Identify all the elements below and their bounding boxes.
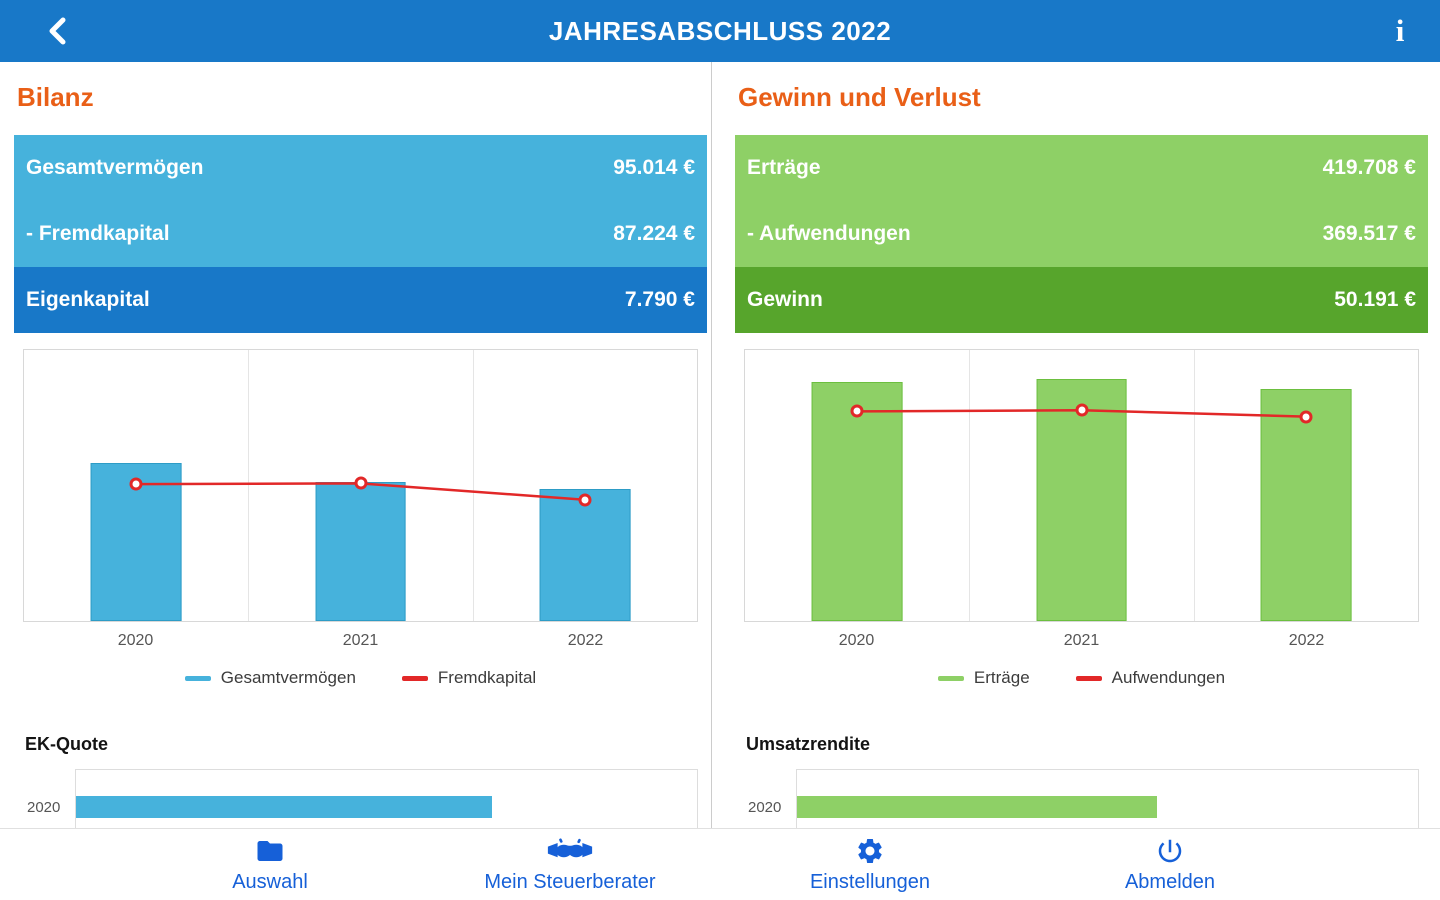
- table-row-fremdkapital: - Fremdkapital 87.224 €: [14, 201, 707, 267]
- line-marker: [1075, 403, 1088, 417]
- mini-chart-bar: [76, 796, 493, 818]
- row-value: 369.517 €: [1322, 222, 1416, 245]
- umsatzrendite-heading: Umsatzrendite: [746, 734, 871, 754]
- legend-item: Erträge: [937, 668, 1030, 688]
- x-axis-label: 2021: [1063, 632, 1100, 649]
- nav-item-mein-steuerberater[interactable]: Mein Steuerberater: [420, 829, 720, 900]
- legend-swatch: [184, 675, 211, 681]
- top-bar: JAHRESABSCHLUSS 2022 i: [0, 0, 1440, 62]
- gridline: [969, 350, 971, 621]
- line-marker: [1299, 410, 1313, 424]
- bilanz-heading: Bilanz: [17, 82, 94, 112]
- bilanz-panel: Bilanz Gesamtvermögen 95.014 € - Fremdka…: [0, 62, 712, 828]
- back-button[interactable]: [26, 0, 90, 62]
- power-icon: [1158, 839, 1182, 862]
- table-row-aufwendungen: - Aufwendungen 369.517 €: [735, 201, 1428, 267]
- chart-plot-area: [23, 349, 698, 622]
- row-label: Eigenkapital: [26, 288, 150, 311]
- row-label: - Fremdkapital: [26, 222, 170, 245]
- nav-item-abmelden[interactable]: Abmelden: [1020, 829, 1320, 900]
- legend-label: Fremdkapital: [437, 668, 537, 687]
- mini-chart-bar: [797, 796, 1158, 818]
- handshake-icon: [547, 837, 593, 857]
- bilanz-chart: 2020 2021 2022 Gesamtvermögen Fremdkapital: [23, 349, 698, 688]
- line-marker: [578, 493, 592, 507]
- nav-label: Mein Steuerberater: [484, 870, 656, 893]
- page-title: JAHRESABSCHLUSS 2022: [548, 15, 892, 46]
- line-series: [745, 350, 1418, 621]
- legend-item: Gesamtvermögen: [184, 668, 356, 688]
- mini-chart-plot: [75, 769, 698, 828]
- mini-chart-row: 2020: [23, 769, 698, 828]
- bilanz-table: Gesamtvermögen 95.014 € - Fremdkapital 8…: [14, 135, 707, 333]
- row-label: - Aufwendungen: [747, 222, 911, 245]
- line-marker: [129, 477, 143, 491]
- row-value: 95.014 €: [613, 156, 695, 179]
- x-axis-labels: 2020 2021 2022: [23, 632, 698, 650]
- mini-chart-row: 2020: [744, 769, 1419, 828]
- row-value: 7.790 €: [624, 288, 695, 311]
- nav-label: Auswahl: [232, 870, 308, 893]
- row-value: 50.191 €: [1334, 288, 1416, 311]
- x-axis-label: 2020: [117, 632, 154, 649]
- legend-label: Aufwendungen: [1111, 668, 1226, 687]
- legend-label: Erträge: [973, 668, 1030, 687]
- bottom-nav: Auswahl Mein Steuerberater Einstellungen…: [0, 828, 1440, 900]
- gridline: [472, 350, 474, 621]
- chart-bar: [811, 382, 903, 621]
- legend-label: Gesamtvermögen: [220, 668, 356, 687]
- nav-label: Abmelden: [1124, 870, 1216, 893]
- gewinn-verlust-heading: Gewinn und Verlust: [738, 82, 981, 112]
- legend-item: Aufwendungen: [1075, 668, 1226, 688]
- x-axis-label: 2022: [567, 632, 604, 649]
- row-label: Erträge: [747, 156, 821, 179]
- chart-bar: [539, 488, 631, 621]
- table-row-gewinn: Gewinn 50.191 €: [735, 267, 1428, 333]
- mini-axis-label: 2020: [27, 799, 61, 816]
- gewinn-verlust-panel: Gewinn und Verlust Erträge 419.708 € - A…: [712, 62, 1440, 828]
- gridline: [248, 350, 250, 621]
- chart-bar: [90, 462, 182, 621]
- x-axis-label: 2021: [342, 632, 379, 649]
- table-row-eigenkapital: Eigenkapital 7.790 €: [14, 267, 707, 333]
- gridline: [1193, 350, 1195, 621]
- row-value: 87.224 €: [613, 222, 695, 245]
- legend-swatch: [1075, 675, 1102, 681]
- legend-swatch: [937, 675, 964, 681]
- main-content: Bilanz Gesamtvermögen 95.014 € - Fremdka…: [0, 62, 1440, 828]
- row-label: Gesamtvermögen: [26, 156, 204, 179]
- umsatzrendite-chart: 2020: [744, 769, 1419, 828]
- chevron-left-icon: [49, 17, 66, 45]
- line-marker: [354, 476, 367, 490]
- x-axis-label: 2020: [838, 632, 875, 649]
- chart-bar: [1260, 388, 1352, 621]
- table-row-ertraege: Erträge 419.708 €: [735, 135, 1428, 201]
- mini-chart-plot: [796, 769, 1419, 828]
- chart-bar: [315, 482, 406, 621]
- gewinn-verlust-table: Erträge 419.708 € - Aufwendungen 369.517…: [735, 135, 1428, 333]
- ek-quote-chart: 2020: [23, 769, 698, 828]
- mini-axis-label: 2020: [748, 799, 782, 816]
- chart-bar: [1036, 379, 1127, 621]
- table-row-gesamtvermoegen: Gesamtvermögen 95.014 €: [14, 135, 707, 201]
- gear-icon: [858, 838, 882, 863]
- legend-item: Fremdkapital: [401, 668, 537, 688]
- row-value: 419.708 €: [1322, 156, 1416, 179]
- info-button[interactable]: i: [1368, 0, 1432, 62]
- info-icon: i: [1395, 13, 1405, 48]
- x-axis-label: 2022: [1288, 632, 1325, 649]
- ek-quote-heading: EK-Quote: [25, 734, 108, 754]
- folder-icon: [257, 840, 283, 861]
- chart-plot-area: [744, 349, 1419, 622]
- nav-label: Einstellungen: [809, 870, 931, 893]
- line-marker: [850, 404, 864, 418]
- nav-item-einstellungen[interactable]: Einstellungen: [720, 829, 1020, 900]
- legend-swatch: [401, 675, 428, 681]
- row-label: Gewinn: [747, 288, 823, 311]
- x-axis-labels: 2020 2021 2022: [744, 632, 1419, 650]
- chart-legend: Gesamtvermögen Fremdkapital: [23, 668, 698, 688]
- nav-item-auswahl[interactable]: Auswahl: [120, 829, 420, 900]
- gewinn-verlust-chart: 2020 2021 2022 Erträge Aufwendungen: [744, 349, 1419, 688]
- chart-legend: Erträge Aufwendungen: [744, 668, 1419, 688]
